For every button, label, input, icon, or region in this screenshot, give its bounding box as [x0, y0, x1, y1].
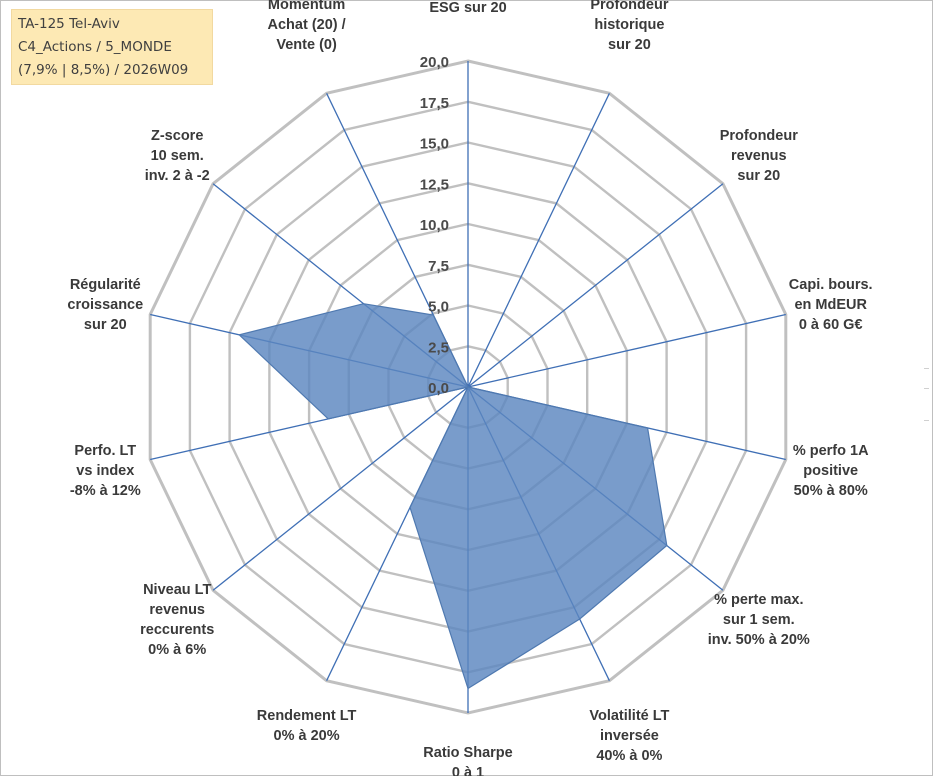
- axis-label-line: sur 20: [737, 168, 780, 184]
- axis-spoke: [212, 386, 469, 591]
- info-line-2: C4_Actions / 5_MONDE: [18, 39, 172, 55]
- info-line-1: TA-125 Tel-Aviv: [18, 16, 120, 32]
- axis-label-line: Achat (20) /: [268, 17, 346, 33]
- axis-label-line: historique: [594, 17, 664, 33]
- axis-label-1: Profondeur historique sur 20: [590, 0, 668, 53]
- axis-label-7: Ratio Sharpe 0 à 1: [423, 745, 512, 776]
- axis-spoke: [467, 93, 610, 388]
- axis-label-line: vs index: [76, 463, 134, 479]
- axis-label-5: % perte max. sur 1 sem. inv. 50% à 20%: [708, 592, 810, 648]
- info-box: TA-125 Tel-Aviv C4_Actions / 5_MONDE (7,…: [11, 9, 213, 85]
- axis-label-line: revenus: [149, 602, 205, 618]
- tick-label: 20,0: [420, 54, 449, 71]
- axis-labels: NoteESG sur 20 Profondeur historique sur 20…: [67, 0, 872, 776]
- data-series: [237, 303, 668, 690]
- axis-label-line: 0% à 20%: [274, 728, 340, 744]
- axis-label-line: 0% à 6%: [148, 642, 206, 658]
- axis-label-line: Vente (0): [276, 37, 337, 53]
- axis-spoke: [467, 183, 724, 388]
- axis-label-line: Capi. bours.: [789, 277, 873, 293]
- axis-label-line: sur 1 sem.: [723, 612, 795, 628]
- edge-mark: [924, 368, 929, 369]
- tick-label: 12,5: [420, 176, 449, 193]
- tick-label: 10,0: [420, 217, 449, 234]
- tick-label: 0,0: [428, 380, 449, 397]
- axis-label-line: croissance: [67, 297, 143, 313]
- edge-mark: [924, 420, 929, 421]
- axis-spoke: [467, 313, 786, 388]
- axis-label-line: Volatilité LT: [589, 708, 669, 724]
- axis-label-line: Profondeur: [720, 128, 798, 144]
- tick-label: 5,0: [428, 299, 449, 316]
- axis-label-line: 0 à 1: [452, 765, 484, 776]
- axis-label-line: revenus: [731, 148, 787, 164]
- axis-label-line: -8% à 12%: [70, 483, 141, 499]
- axis-label-line: Profondeur: [590, 0, 668, 13]
- axis-label-line: 10 sem.: [151, 148, 204, 164]
- axis-label-line: % perfo 1A: [793, 443, 869, 459]
- axis-label-line: Ratio Sharpe: [423, 745, 512, 761]
- axis-label-line: en MdEUR: [794, 297, 867, 313]
- axis-label-line: Perfo. LT: [74, 443, 136, 459]
- axis-label-line: 50% à 80%: [794, 483, 868, 499]
- axis-label-9: Niveau LT revenus reccurents 0% à 6%: [140, 582, 214, 658]
- axis-label-11: Régularité croissance sur 20: [67, 277, 143, 333]
- axis-label-0: NoteESG sur 20: [429, 0, 506, 16]
- tick-label: 17,5: [420, 95, 449, 112]
- axis-label-line: inv. 2 à -2: [145, 168, 210, 184]
- axis-label-10: Perfo. LT vs index -8% à 12%: [70, 443, 141, 499]
- axis-label-line: inversée: [600, 728, 659, 744]
- axis-label-line: sur 20: [608, 37, 651, 53]
- tick-label: 7,5: [428, 258, 449, 275]
- tick-label: 2,5: [428, 339, 449, 356]
- info-line-3: (7,9% | 8,5%) / 2026W09: [18, 62, 189, 78]
- axis-label-3: Capi. bours. en MdEUR 0 à 60 G€: [789, 277, 873, 333]
- edge-mark: [924, 388, 929, 389]
- axis-label-line: inv. 50% à 20%: [708, 632, 810, 648]
- axis-label-line: Rendement LT: [257, 708, 357, 724]
- axis-label-2: Profondeur revenus sur 20: [720, 128, 798, 184]
- axis-label-line: Momentum: [268, 0, 345, 13]
- axis-label-line: Z-score: [151, 128, 203, 144]
- tick-labels: 0,0 2,5 5,0 7,5 10,0 12,5 15,0 17,5 20,0: [420, 54, 449, 397]
- axis-label-13: Momentum Achat (20) / Vente (0): [268, 0, 346, 53]
- axis-label-line: Niveau LT: [143, 582, 211, 598]
- tick-label: 15,0: [420, 136, 449, 153]
- axis-label-8: Rendement LT 0% à 20%: [257, 708, 357, 744]
- axis-label-line: reccurents: [140, 622, 214, 638]
- axis-label-12: Z-score 10 sem. inv. 2 à -2: [145, 128, 210, 184]
- axis-label-line: Régularité: [70, 277, 141, 293]
- axis-label-6: Volatilité LT inversée 40% à 0%: [589, 708, 669, 764]
- axis-label-line: % perte max.: [714, 592, 803, 608]
- axis-label-4: % perfo 1A positive 50% à 80%: [793, 443, 869, 499]
- axis-label-line: positive: [803, 463, 858, 479]
- axis-label-line: 0 à 60 G€: [799, 317, 863, 333]
- axis-label-line: ESG sur 20: [429, 0, 506, 16]
- axis-label-line: 40% à 0%: [596, 748, 662, 764]
- axis-label-line: sur 20: [84, 317, 127, 333]
- data-polygon: [237, 303, 668, 690]
